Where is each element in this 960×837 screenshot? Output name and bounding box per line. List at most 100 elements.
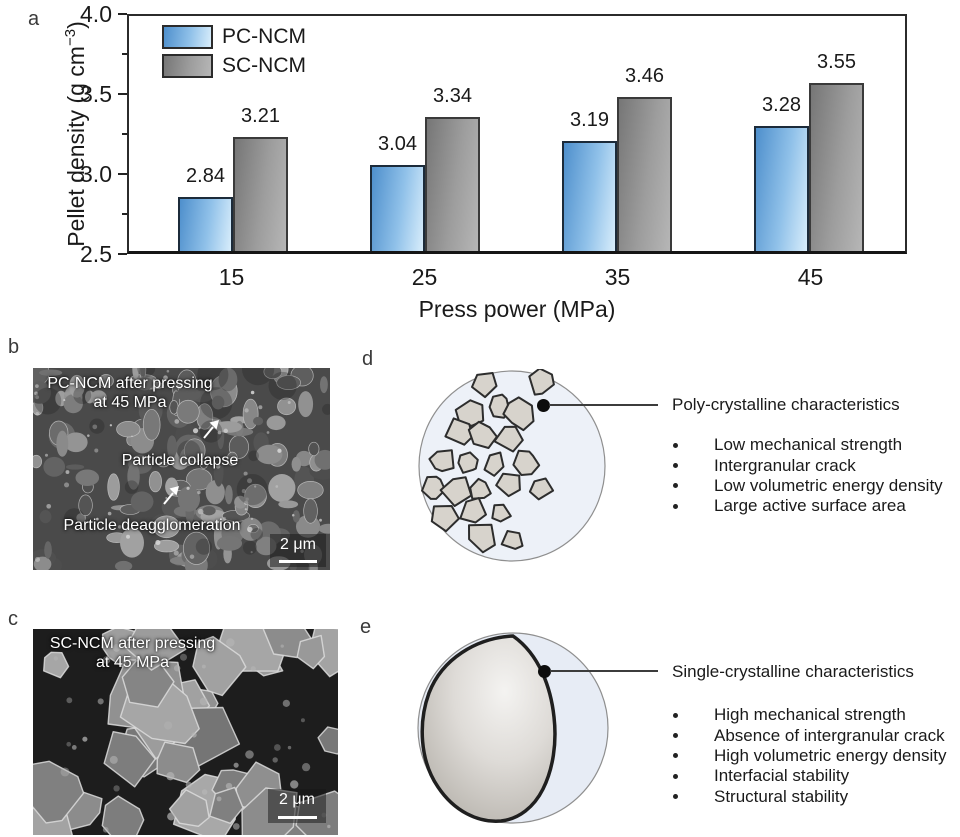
bar-groups: 2.84 3.21 3.04 3.34 3.19 3.46 3.28 3.55: [129, 16, 905, 251]
y-tick-mark: [118, 173, 127, 175]
x-tick-label: 35: [604, 264, 631, 290]
x-tick-label: 15: [218, 264, 245, 290]
sem-b-annotation-deagglomeration: Particle deagglomeration: [63, 517, 241, 534]
y-tick-label: 3.0: [80, 161, 112, 187]
bar-value-label: 3.34: [433, 84, 472, 107]
bullet-icon: [673, 794, 678, 800]
y-tick-label: 4.0: [80, 1, 112, 27]
y-axis-title: Pellet density (g cm−3): [62, 21, 90, 246]
y-axis-title-main: Pellet density (g cm: [62, 46, 89, 247]
list-item: Interfacial stability: [673, 766, 946, 786]
poly-crystalline-diagram: [418, 369, 606, 562]
bullet-text: Large active surface area: [714, 496, 906, 516]
sem-c-title-line2: at 45 MPa: [96, 654, 169, 671]
bullet-text: Low mechanical strength: [714, 435, 903, 455]
bar-value-label: 3.28: [762, 94, 801, 117]
sem-c-scalebar: 2 μm: [268, 789, 326, 823]
sem-c-scalebar-label: 2 μm: [279, 791, 315, 808]
bullet-icon: [673, 733, 678, 739]
sem-b-scalebar: 2 μm: [270, 534, 326, 567]
x-tick-label: 45: [797, 264, 824, 290]
bar-col: 3.28: [754, 94, 809, 251]
y-minor-tick-mark: [122, 133, 127, 135]
y-axis: 4.0 3.5 3.0 2.5: [0, 1, 127, 267]
bar-sc-ncm: [617, 97, 672, 251]
sem-c-scalebar-line: [278, 816, 317, 819]
bar-value-label: 3.19: [570, 108, 609, 131]
callout-line-e: [550, 670, 658, 672]
y-minor-tick-mark: [122, 213, 127, 215]
legend-swatch-pc-ncm: [162, 25, 213, 49]
bullet-text: Intergranular crack: [714, 455, 856, 475]
arrow-icon-particle-collapse: [203, 420, 219, 439]
y-tick-mark: [118, 253, 127, 255]
callout-line-d: [549, 404, 658, 406]
bullet-icon: [673, 753, 678, 759]
bar-value-label: 3.21: [241, 105, 280, 128]
panel-letter-d: d: [362, 348, 374, 370]
bar-col: 3.19: [562, 109, 617, 251]
bar-pc-ncm: [178, 196, 233, 251]
bar-group-25: 3.04 3.34: [370, 85, 480, 251]
sem-c-title: SC-NCM after pressing at 45 MPa: [35, 634, 230, 672]
bullet-icon: [673, 442, 678, 448]
list-item: Low volumetric energy density: [673, 476, 943, 496]
bar-col: 2.84: [178, 165, 233, 251]
y-tick-label: 3.5: [80, 81, 112, 107]
bar-col: 3.21: [233, 105, 288, 251]
y-tick-mark: [118, 93, 127, 95]
single-crystal-shape: [420, 634, 557, 823]
list-item: Structural stability: [673, 787, 946, 807]
panel-e-heading: Single-crystalline characteristics: [672, 662, 914, 681]
bar-col: 3.04: [370, 133, 425, 251]
panel-d-heading: Poly-crystalline characteristics: [672, 395, 900, 414]
sem-image-pc-ncm: PC-NCM after pressing at 45 MPa Particle…: [33, 368, 330, 570]
bar-group-35: 3.19 3.46: [562, 65, 672, 251]
bar-group-45: 3.28 3.55: [754, 51, 864, 251]
panel-letter-e: e: [360, 616, 372, 638]
list-item: Absence of intergranular crack: [673, 725, 946, 745]
list-item: Intergranular crack: [673, 455, 943, 475]
sem-image-sc-ncm: SC-NCM after pressing at 45 MPa 2 μm: [33, 629, 338, 835]
panel-e-bullet-list: High mechanical strength Absence of inte…: [673, 705, 946, 807]
bar-sc-ncm: [425, 116, 480, 251]
x-axis-ticks: 15 25 35 45: [127, 263, 907, 291]
bar-col: 3.34: [425, 85, 480, 251]
panel-d-bullet-list: Low mechanical strength Intergranular cr…: [673, 435, 943, 517]
y-tick-mark: [118, 13, 127, 15]
legend-label-sc-ncm: SC-NCM: [222, 54, 306, 77]
bar-group-15: 2.84 3.21: [178, 105, 288, 251]
bar-sc-ncm: [809, 83, 864, 251]
bullet-icon: [673, 463, 678, 469]
bullet-icon: [673, 773, 678, 779]
bullet-icon: [673, 503, 678, 509]
sem-b-title-line2: at 45 MPa: [93, 394, 167, 411]
bullet-text: High volumetric energy density: [714, 745, 947, 765]
x-tick-label: 25: [411, 264, 438, 290]
grain-cluster: [421, 369, 555, 554]
bar-pc-ncm: [754, 126, 809, 251]
arrow-icon-particle-deagglomeration: [163, 486, 179, 505]
bullet-text: High mechanical strength: [714, 705, 906, 725]
sem-b-title: PC-NCM after pressing at 45 MPa: [35, 374, 225, 412]
list-item: Low mechanical strength: [673, 435, 943, 455]
callout-dot-d: [537, 399, 550, 412]
bar-sc-ncm: [233, 137, 288, 251]
panel-letter-a: a: [28, 8, 40, 30]
sem-b-annotation-collapse: Particle collapse: [121, 452, 239, 469]
bar-pc-ncm: [370, 164, 425, 251]
x-axis-title: Press power (MPa): [418, 296, 616, 322]
sem-texture-pc-ncm: [33, 368, 330, 570]
bullet-icon: [673, 712, 678, 718]
list-item: High volumetric energy density: [673, 746, 946, 766]
chart-legend: PC-NCM SC-NCM: [162, 25, 306, 83]
bar-value-label: 3.04: [378, 132, 417, 155]
y-minor-tick-mark: [122, 53, 127, 55]
bar-value-label: 3.55: [817, 51, 856, 73]
sem-b-scalebar-line: [279, 560, 317, 563]
sem-b-title-line1: PC-NCM after pressing: [47, 375, 213, 392]
bullet-icon: [673, 483, 678, 489]
bar-value-label: 3.46: [625, 65, 664, 88]
callout-dot-e: [538, 665, 551, 678]
